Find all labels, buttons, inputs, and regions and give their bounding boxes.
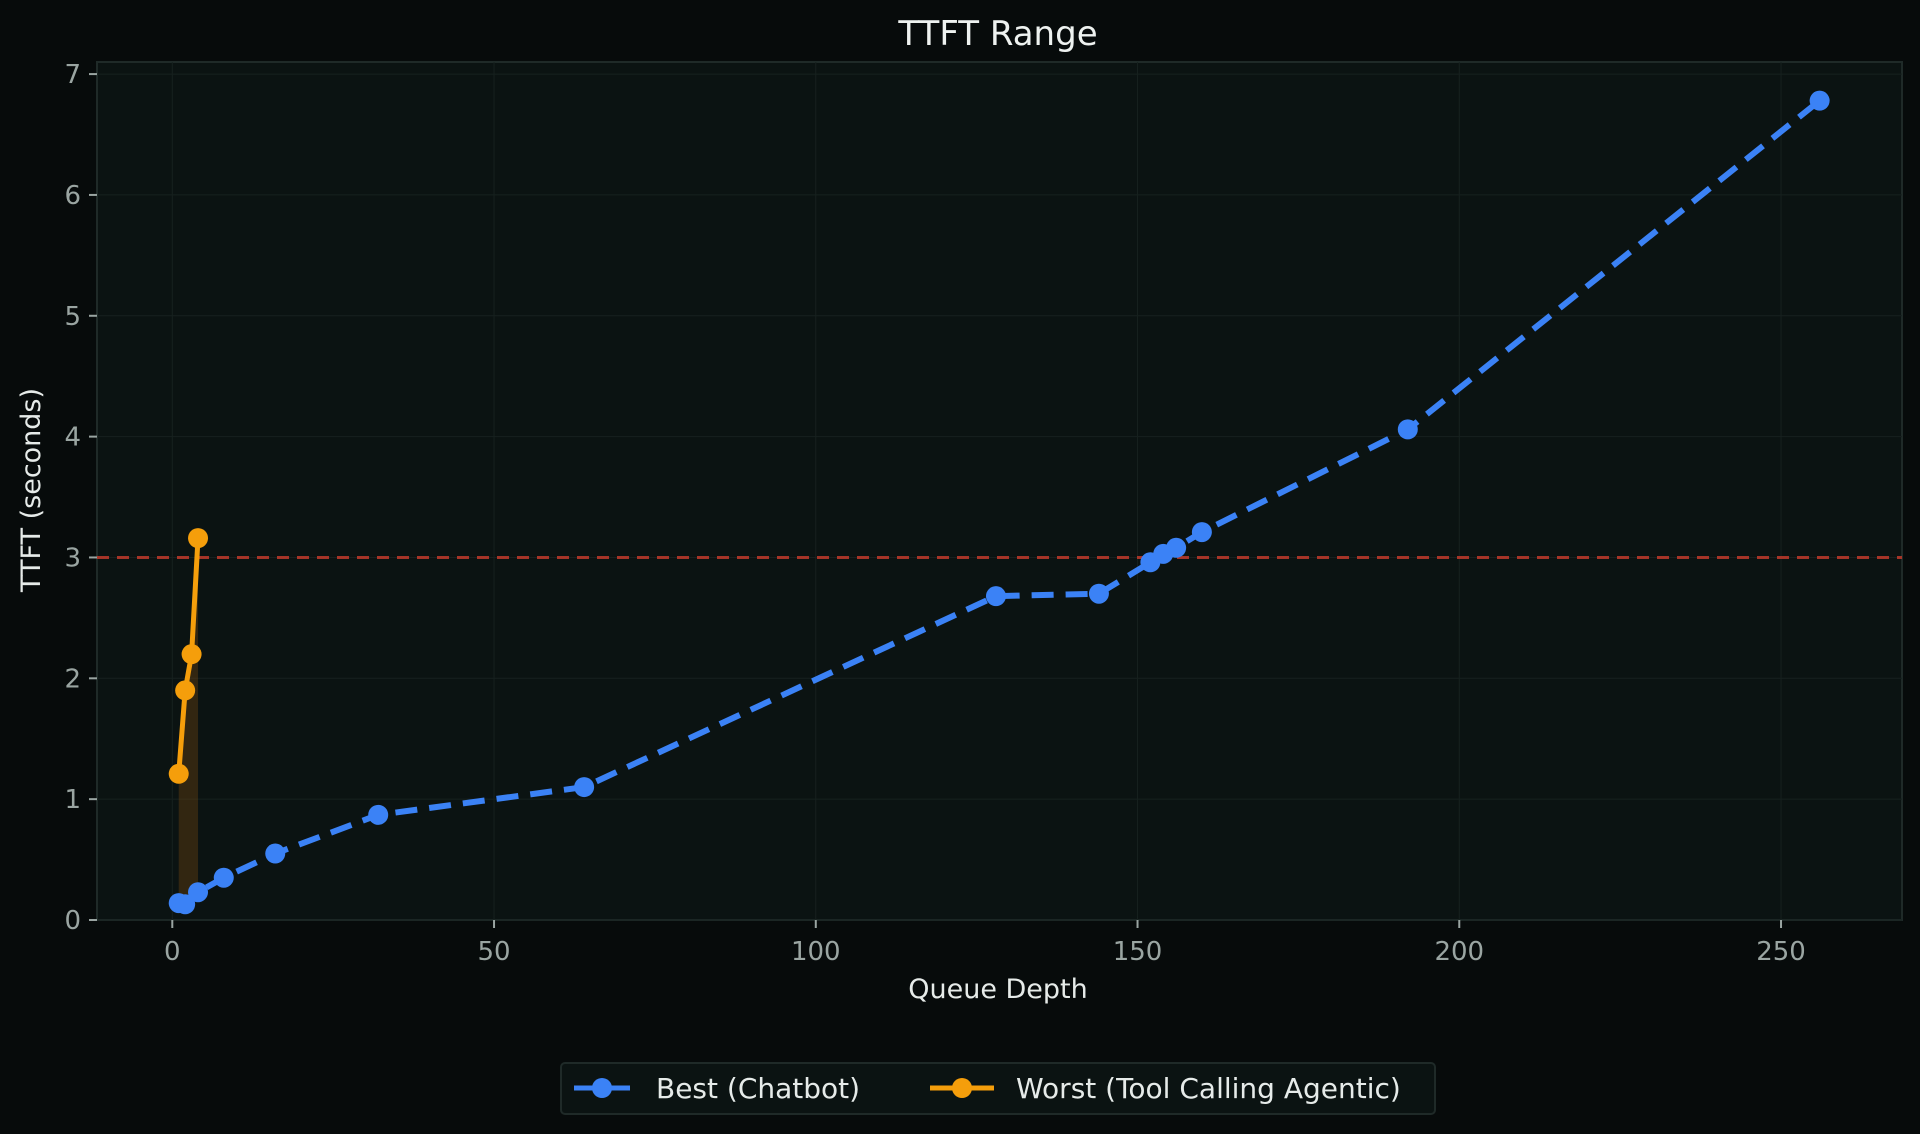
data-point-marker	[175, 894, 196, 915]
data-point-marker	[168, 763, 189, 784]
data-point-marker	[175, 680, 196, 701]
y-axis-label: TTFT (seconds)	[16, 388, 47, 593]
y-tick-label: 2	[64, 664, 81, 694]
data-point-marker	[1088, 583, 1109, 604]
data-point-marker	[368, 804, 389, 825]
y-tick-label: 6	[64, 181, 81, 211]
y-tick-label: 1	[64, 785, 81, 815]
plot-area: 0 50 100 150 200 250 0 1 2 3 4 5 6 7	[64, 60, 1903, 967]
x-tick-label: 250	[1756, 937, 1806, 967]
legend-item-best: Best (Chatbot)	[574, 1072, 860, 1105]
x-axis-ticks: 0 50 100 150 200 250	[164, 920, 1806, 967]
series-worst	[168, 528, 209, 784]
legend-label: Worst (Tool Calling Agentic)	[1016, 1072, 1401, 1105]
data-series	[168, 90, 1830, 915]
x-axis-label: Queue Depth	[908, 974, 1088, 1005]
x-tick-label: 0	[164, 937, 181, 967]
data-point-marker	[1809, 90, 1830, 111]
legend-label: Best (Chatbot)	[656, 1072, 860, 1105]
data-point-marker	[181, 644, 202, 665]
legend-marker-icon	[592, 1078, 612, 1098]
x-tick-label: 150	[1113, 937, 1163, 967]
axes-face	[96, 61, 1903, 921]
data-point-marker	[265, 843, 286, 864]
x-tick-label: 200	[1434, 937, 1484, 967]
data-point-marker	[985, 586, 1006, 607]
legend-marker-icon	[952, 1078, 972, 1098]
data-point-marker	[1191, 522, 1212, 543]
data-point-marker	[574, 777, 595, 798]
y-axis-ticks: 0 1 2 3 4 5 6 7	[64, 60, 97, 936]
y-tick-label: 0	[64, 906, 81, 936]
data-point-marker	[1166, 537, 1187, 558]
legend-item-worst: Worst (Tool Calling Agentic)	[930, 1072, 1401, 1105]
series-line	[176, 537, 201, 774]
x-tick-label: 50	[477, 937, 510, 967]
y-tick-label: 5	[64, 302, 81, 332]
data-point-marker	[213, 867, 234, 888]
chart-title: TTFT Range	[897, 14, 1097, 54]
data-point-marker	[1397, 419, 1418, 440]
legend: Best (Chatbot) Worst (Tool Calling Agent…	[560, 1062, 1436, 1115]
series-best	[168, 90, 1830, 915]
legend-box	[560, 1062, 1436, 1115]
x-tick-label: 100	[791, 937, 841, 967]
y-tick-label: 7	[64, 60, 81, 90]
data-point-marker	[188, 882, 209, 903]
y-tick-label: 4	[64, 423, 81, 453]
data-point-marker	[188, 528, 209, 549]
y-tick-label: 3	[64, 543, 81, 573]
